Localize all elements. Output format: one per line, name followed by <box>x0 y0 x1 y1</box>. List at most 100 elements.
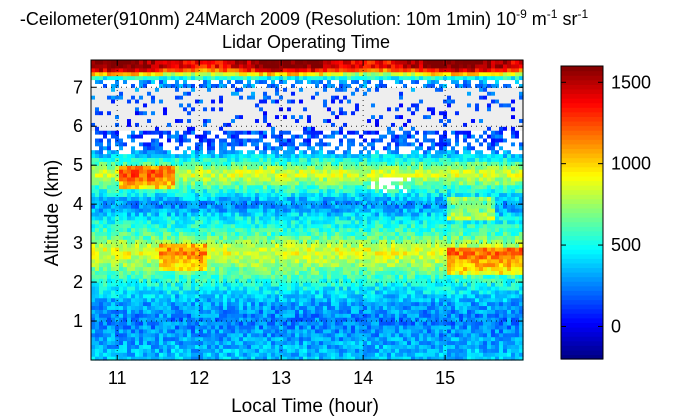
heatmap-cell <box>307 332 312 338</box>
heatmap-cell <box>211 145 216 151</box>
heatmap-cell <box>135 266 140 271</box>
heatmap-cell <box>191 250 196 256</box>
heatmap-cell <box>187 254 192 260</box>
heatmap-cell <box>103 258 108 264</box>
heatmap-cell <box>191 149 196 155</box>
heatmap-cell <box>303 231 308 236</box>
heatmap-cell <box>139 149 144 155</box>
heatmap-cell <box>171 110 176 116</box>
heatmap-cell <box>151 219 156 225</box>
heatmap-cell <box>279 126 284 131</box>
heatmap-cell <box>239 110 244 116</box>
heatmap-cell <box>227 313 232 318</box>
heatmap-cell <box>299 344 304 349</box>
heatmap-cell <box>143 289 148 295</box>
heatmap-cell <box>303 141 308 147</box>
heatmap-cell <box>91 352 96 357</box>
heatmap-cell <box>123 208 128 213</box>
heatmap-cell <box>255 215 260 221</box>
heatmap-cell <box>159 356 164 361</box>
heatmap-cell <box>115 324 120 330</box>
heatmap-cell <box>327 239 332 244</box>
heatmap-cell <box>179 274 184 279</box>
heatmap-cell <box>323 247 328 252</box>
heatmap-cell <box>91 165 96 170</box>
heatmap-cell <box>251 60 256 65</box>
heatmap-cell <box>187 278 192 283</box>
heatmap-cell <box>339 235 344 240</box>
heatmap-cell <box>259 200 264 205</box>
heatmap-cell <box>127 348 132 353</box>
heatmap-cell <box>91 60 96 65</box>
heatmap-cell <box>315 215 320 221</box>
heatmap-cell <box>103 79 108 84</box>
heatmap-cell <box>151 266 156 271</box>
heatmap-cell <box>163 262 168 268</box>
heatmap-cell <box>287 211 292 217</box>
heatmap-cell <box>323 149 328 155</box>
heatmap-cell <box>167 223 172 229</box>
heatmap-cell <box>171 301 176 307</box>
heatmap-cell <box>199 324 204 330</box>
heatmap-cell <box>139 60 144 65</box>
heatmap-cell <box>247 219 252 225</box>
heatmap-cell <box>191 317 196 322</box>
heatmap-cell <box>219 188 224 194</box>
heatmap-cell <box>167 321 172 326</box>
heatmap-cell <box>107 149 112 155</box>
heatmap-cell <box>275 83 280 88</box>
heatmap-cell <box>111 215 116 221</box>
heatmap-cell <box>91 79 96 84</box>
heatmap-cell <box>191 153 196 159</box>
heatmap-cell <box>259 204 264 209</box>
heatmap-cell <box>199 247 204 252</box>
heatmap-cell <box>219 309 224 314</box>
heatmap-cell <box>187 243 192 248</box>
heatmap-cell <box>235 60 240 65</box>
heatmap-cell <box>251 95 256 100</box>
heatmap-cell <box>95 219 100 225</box>
heatmap-cell <box>211 309 216 314</box>
heatmap-cell <box>263 153 268 159</box>
heatmap-cell <box>123 305 128 310</box>
heatmap-cell <box>207 192 212 197</box>
heatmap-cell <box>347 141 352 147</box>
heatmap-cell <box>147 83 152 88</box>
heatmap-cell <box>271 141 276 147</box>
heatmap-cell <box>307 289 312 295</box>
heatmap-cell <box>255 184 260 190</box>
heatmap-cell <box>231 235 236 240</box>
heatmap-cell <box>179 309 184 314</box>
heatmap-cell <box>103 208 108 213</box>
heatmap-cell <box>279 145 284 151</box>
heatmap-cell <box>147 180 152 186</box>
heatmap-cell <box>283 98 288 104</box>
heatmap-cell <box>203 188 208 194</box>
heatmap-cell <box>115 239 120 244</box>
heatmap-cell <box>311 106 316 112</box>
heatmap-cell <box>179 227 184 233</box>
heatmap-cell <box>303 63 308 69</box>
heatmap-cell <box>223 137 228 143</box>
heatmap-cell <box>347 235 352 240</box>
heatmap-cell <box>279 235 284 240</box>
heatmap-cell <box>183 282 188 287</box>
heatmap-cell <box>143 126 148 131</box>
heatmap-cell <box>195 169 200 174</box>
heatmap-cell <box>175 324 180 330</box>
heatmap-cell <box>135 165 140 170</box>
heatmap-cell <box>283 200 288 205</box>
heatmap-cell <box>319 352 324 357</box>
heatmap-cell <box>199 122 204 127</box>
heatmap-cell <box>319 340 324 346</box>
heatmap-cell <box>343 356 348 361</box>
heatmap-cell <box>339 324 344 330</box>
heatmap-cell <box>247 297 252 303</box>
heatmap-cell <box>199 196 204 201</box>
heatmap-cell <box>243 336 248 342</box>
heatmap-cell <box>187 141 192 147</box>
heatmap-cell <box>307 176 312 182</box>
heatmap-cell <box>175 60 180 65</box>
heatmap-cell <box>307 114 312 120</box>
heatmap-cell <box>227 321 232 326</box>
